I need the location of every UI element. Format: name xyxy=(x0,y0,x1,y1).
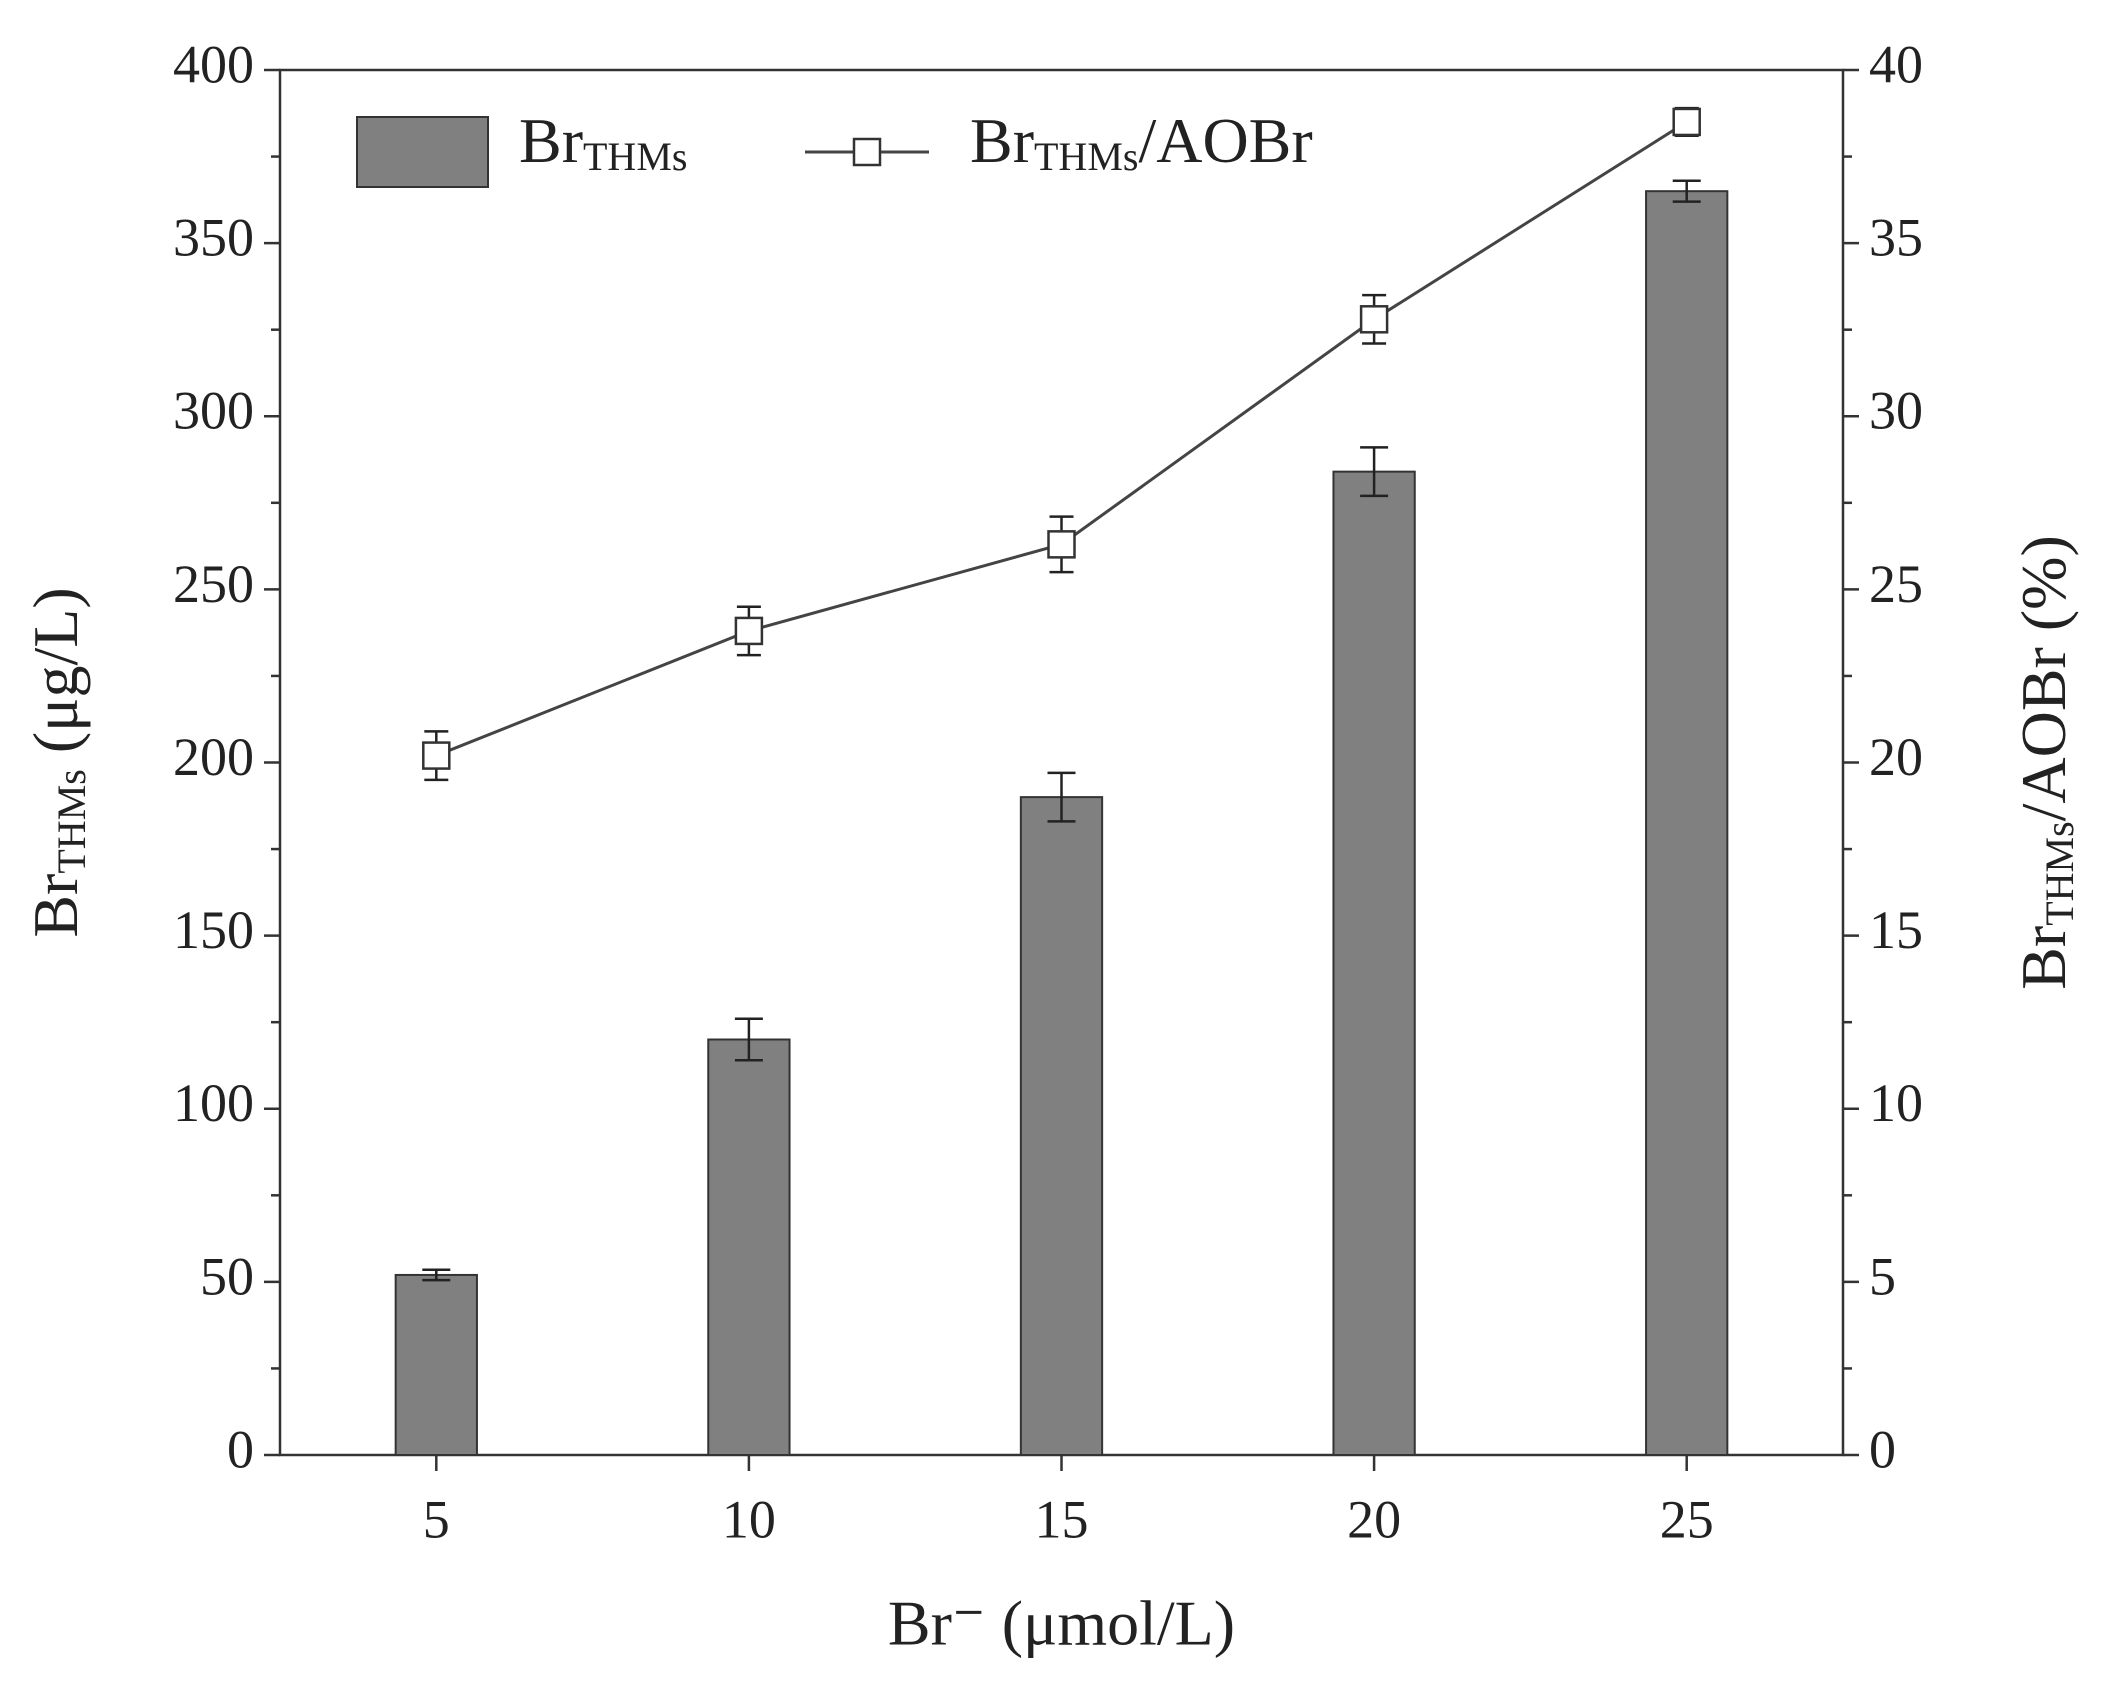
y2-tick-label: 10 xyxy=(1869,1073,1923,1133)
x-axis-label: Br⁻ (μmol/L) xyxy=(888,1588,1235,1659)
y2-tick-label: 40 xyxy=(1869,34,1923,94)
y2-tick-label: 35 xyxy=(1869,208,1923,268)
y-tick-label: 200 xyxy=(173,727,254,787)
y-tick-label: 250 xyxy=(173,554,254,614)
legend-label-part: THMs xyxy=(1034,134,1138,179)
legend-swatch xyxy=(356,116,489,188)
y2-axis-label-part: /AOBr (%) xyxy=(2008,535,2079,821)
y-tick-label: 0 xyxy=(227,1419,254,1479)
legend-label: BrTHMs xyxy=(519,105,687,180)
legend-marker xyxy=(852,137,882,167)
marker xyxy=(1359,305,1389,334)
error-bar xyxy=(1047,771,1076,823)
error-bar xyxy=(734,1017,763,1062)
y-tick-label: 300 xyxy=(173,381,254,441)
marker xyxy=(734,616,764,646)
y-axis-label-part: Br xyxy=(20,874,91,938)
marker xyxy=(422,741,451,770)
y-axis-label: BrTHMs (μg/L) xyxy=(20,587,95,937)
legend-label-part: Br xyxy=(519,105,583,176)
y-axis-label-part: (μg/L) xyxy=(20,587,91,769)
bar xyxy=(1332,470,1416,1456)
bar xyxy=(1645,190,1729,1456)
y2-tick-label: 15 xyxy=(1869,900,1923,960)
legend-label-part: /AOBr xyxy=(1138,105,1312,176)
y-tick-label: 100 xyxy=(173,1073,254,1133)
y2-tick-label: 20 xyxy=(1869,727,1923,787)
y-tick-label: 400 xyxy=(173,34,254,94)
y2-axis-label: BrTHMs/AOBr (%) xyxy=(2008,535,2083,990)
y-tick-label: 350 xyxy=(173,208,254,268)
y-tick-label: 150 xyxy=(173,900,254,960)
marker xyxy=(1047,530,1076,559)
error-bar xyxy=(1672,179,1701,203)
marker xyxy=(1672,107,1701,137)
error-bar xyxy=(422,1268,451,1282)
error-bar xyxy=(1360,446,1389,498)
y2-tick-label: 25 xyxy=(1869,554,1923,614)
bar xyxy=(1019,796,1104,1456)
bar xyxy=(707,1038,791,1456)
bar xyxy=(394,1273,478,1456)
x-tick-label: 10 xyxy=(722,1489,776,1549)
y2-tick-label: 30 xyxy=(1869,381,1923,441)
legend-label: BrTHMs/AOBr xyxy=(970,105,1313,180)
y2-tick-label: 5 xyxy=(1869,1246,1896,1306)
legend-label-part: THMs xyxy=(583,134,687,179)
x-tick-label: 5 xyxy=(423,1489,450,1549)
x-tick-label: 25 xyxy=(1660,1489,1714,1549)
y2-tick-label: 0 xyxy=(1869,1419,1896,1479)
y2-axis-label-part: THMs xyxy=(2037,821,2082,925)
x-tick-label: 15 xyxy=(1035,1489,1089,1549)
y-axis-label-part: THMs xyxy=(49,769,94,873)
line xyxy=(435,120,1688,757)
legend-label-part: Br xyxy=(970,105,1034,176)
x-tick-label: 20 xyxy=(1347,1489,1401,1549)
y2-axis-label-part: Br xyxy=(2008,926,2079,990)
y-tick-label: 50 xyxy=(200,1246,254,1306)
